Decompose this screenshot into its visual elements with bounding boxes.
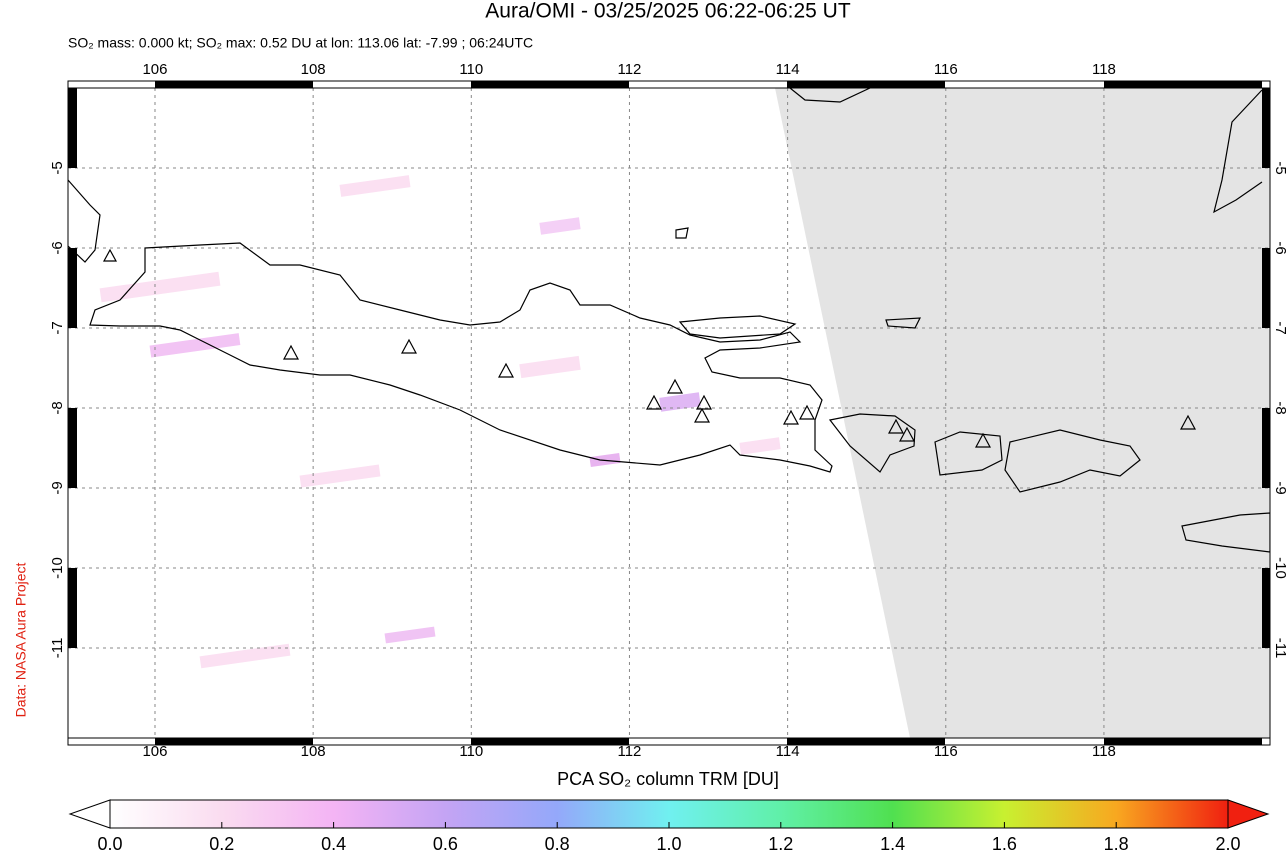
lon-tick-label: 106 bbox=[142, 61, 167, 78]
lat-tick-label: -8 bbox=[49, 401, 66, 414]
colorbar-label: PCA SO₂ column TRM [DU] bbox=[557, 769, 779, 789]
lat-tick-label: -6 bbox=[49, 241, 66, 254]
colorbar-tick-label: 1.8 bbox=[1104, 834, 1129, 854]
map-frame bbox=[67, 80, 1271, 746]
lat-tick-label: -5 bbox=[49, 161, 66, 174]
lon-tick-label: 106 bbox=[142, 743, 167, 760]
volcano-markers bbox=[102, 248, 1197, 448]
colorbar-tick-label: 1.0 bbox=[656, 834, 681, 854]
lon-tick-label: 118 bbox=[1092, 743, 1116, 760]
lat-tick-label: -11 bbox=[1272, 638, 1288, 659]
title: Aura/OMI - 03/25/2025 06:22-06:25 UT bbox=[485, 0, 851, 23]
colorbar-tick-label: 1.6 bbox=[992, 834, 1017, 854]
coastlines bbox=[68, 88, 1270, 553]
lat-tick-label: -7 bbox=[49, 321, 66, 334]
lat-tick-label: -10 bbox=[49, 557, 66, 579]
lon-tick-label: 118 bbox=[1092, 61, 1116, 78]
colorbar-tick-label: 0.8 bbox=[545, 834, 570, 854]
no-data-region bbox=[775, 88, 1270, 738]
lon-tick-label: 108 bbox=[301, 743, 326, 760]
lon-tick-label: 114 bbox=[776, 61, 800, 78]
lat-tick-label: -11 bbox=[49, 638, 66, 659]
lon-tick-label: 116 bbox=[934, 743, 958, 760]
lon-tick-label: 112 bbox=[617, 743, 641, 760]
colorbar-high-extend bbox=[1227, 799, 1270, 829]
colorbar-low-extend bbox=[68, 799, 111, 829]
grid bbox=[68, 88, 1270, 738]
lat-tick-label: -9 bbox=[1272, 481, 1288, 494]
credit: Data: NASA Aura Project bbox=[13, 562, 29, 717]
colorbar-tick-label: 0.6 bbox=[433, 834, 458, 854]
lat-tick-label: -9 bbox=[49, 481, 66, 494]
lon-tick-label: 116 bbox=[934, 61, 958, 78]
lon-tick-label: 110 bbox=[459, 743, 483, 760]
lat-tick-label: -10 bbox=[1272, 557, 1288, 579]
colorbar-tick-label: 1.4 bbox=[880, 834, 905, 854]
colorbar-ticks: 0.0 0.2 0.4 0.6 0.8 1.0 1.2 1.4 1.6 1.8 2.0 bbox=[97, 822, 1241, 854]
lat-tick-label: -5 bbox=[1272, 161, 1288, 174]
lon-tick-label: 110 bbox=[459, 61, 483, 78]
subtitle: SO₂ mass: 0.000 kt; SO₂ max: 0.52 DU at … bbox=[68, 35, 533, 51]
colorbar-tick-label: 2.0 bbox=[1215, 834, 1240, 854]
colorbar-tick-label: 0.0 bbox=[97, 834, 122, 854]
colorbar-tick-label: 0.4 bbox=[321, 834, 346, 854]
colorbar-tick-label: 1.2 bbox=[768, 834, 793, 854]
lon-tick-label: 108 bbox=[301, 61, 326, 78]
colorbar-tick-label: 0.2 bbox=[209, 834, 234, 854]
lon-tick-label: 114 bbox=[776, 743, 800, 760]
map-area bbox=[68, 88, 1270, 738]
so2-pixels bbox=[99, 175, 781, 669]
lat-tick-label: -7 bbox=[1272, 321, 1288, 334]
lon-tick-label: 112 bbox=[617, 61, 641, 78]
lat-tick-label: -6 bbox=[1272, 241, 1288, 254]
lat-tick-label: -8 bbox=[1272, 401, 1288, 414]
